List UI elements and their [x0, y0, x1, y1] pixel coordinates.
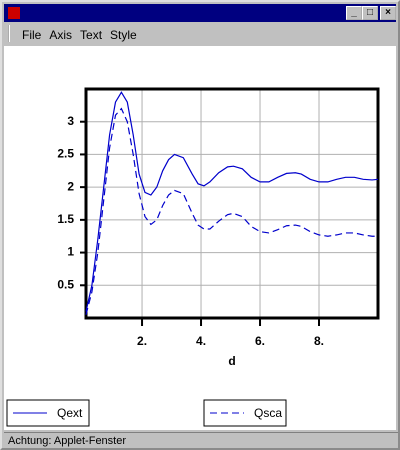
- menu-item[interactable]: Axis: [49, 28, 73, 42]
- x-tick-label: 4.: [196, 334, 206, 348]
- y-tick-label: 2.5: [57, 147, 74, 161]
- x-axis-label: d: [228, 354, 235, 368]
- x-tick-label: 8.: [314, 334, 324, 348]
- applet-content: d 2. 4. 6. 8. 0.5 1 1.5 2 2.5 3 Qext Qsca: [4, 46, 396, 430]
- menu-bar: File Axis Text Style: [4, 25, 396, 45]
- legend-label: Qsca: [254, 406, 282, 420]
- chart: d 2. 4. 6. 8. 0.5 1 1.5 2 2.5 3 Qext Qsca: [6, 87, 380, 427]
- y-tick-label: 0.5: [57, 277, 74, 291]
- maximize-button[interactable]: □: [362, 6, 378, 20]
- menu-item[interactable]: Text: [80, 28, 103, 42]
- series-line: [85, 91, 379, 312]
- x-tick-label: 2.: [137, 334, 147, 348]
- title-bar: _ □ ×: [4, 4, 396, 22]
- menu-item[interactable]: File: [8, 25, 45, 42]
- plot-frame: [84, 87, 380, 320]
- y-tick-label: 3: [67, 114, 74, 128]
- close-button[interactable]: ×: [380, 6, 396, 20]
- minimize-button[interactable]: _: [346, 6, 362, 20]
- status-bar: Achtung: Applet-Fenster: [4, 432, 398, 448]
- series-line: [85, 107, 378, 315]
- legend-box: [203, 399, 287, 427]
- y-tick-label: 1: [67, 245, 74, 259]
- y-tick-label: 1.5: [57, 212, 74, 226]
- y-tick-label: 2: [67, 179, 74, 193]
- legend-label: Qext: [57, 406, 83, 420]
- menu-item[interactable]: Style: [110, 28, 137, 42]
- window-icon: [8, 7, 20, 19]
- x-tick-label: 6.: [255, 334, 265, 348]
